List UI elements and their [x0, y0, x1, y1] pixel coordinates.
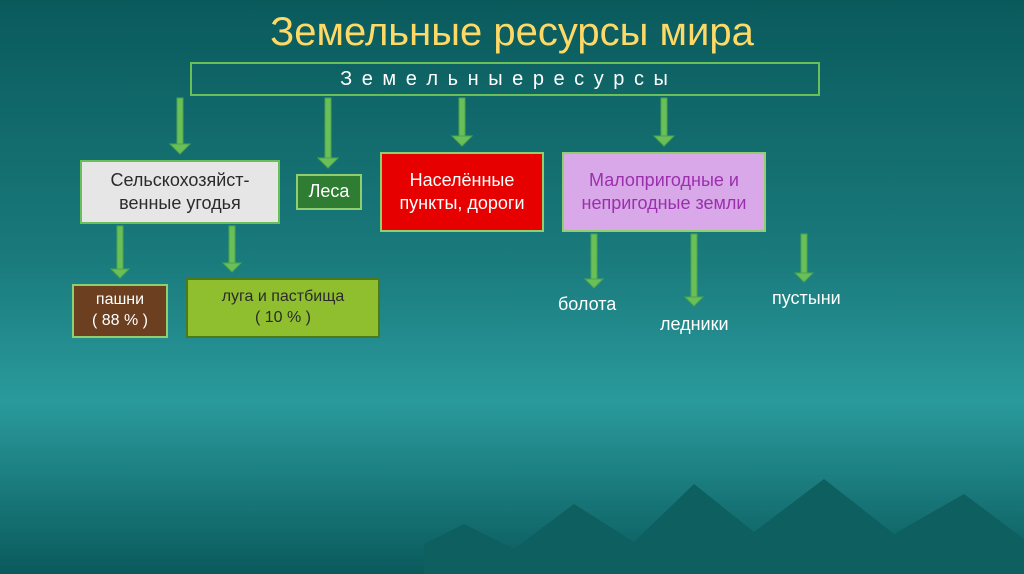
arrow-5: [223, 226, 241, 272]
arrow-3: [654, 98, 674, 146]
node-agri: Сельскохозяйст- венные угодья: [80, 160, 280, 224]
arrow-7: [685, 234, 703, 306]
arrow-0: [170, 98, 190, 154]
mountain-silhouette: [424, 454, 1024, 574]
page-title: Земельные ресурсы мира: [0, 0, 1024, 55]
leaf-desert: пустыни: [772, 288, 841, 309]
node-unfit: Малопригодные и непригодные земли: [562, 152, 766, 232]
arrow-2: [452, 98, 472, 146]
arrow-6: [585, 234, 603, 288]
node-settle: Населённые пункты, дороги: [380, 152, 544, 232]
node-forest: Леса: [296, 174, 362, 210]
root-node: З е м е л ь н ы е р е с у р с ы: [190, 62, 820, 96]
root-label: З е м е л ь н ы е р е с у р с ы: [340, 68, 670, 91]
node-arable: пашни ( 88 % ): [72, 284, 168, 338]
node-meadow: луга и пастбища ( 10 % ): [186, 278, 380, 338]
arrow-4: [111, 226, 129, 278]
arrow-1: [318, 98, 338, 168]
arrow-8: [795, 234, 813, 282]
leaf-glacier: ледники: [660, 314, 729, 335]
leaf-swamp: болота: [558, 294, 616, 315]
